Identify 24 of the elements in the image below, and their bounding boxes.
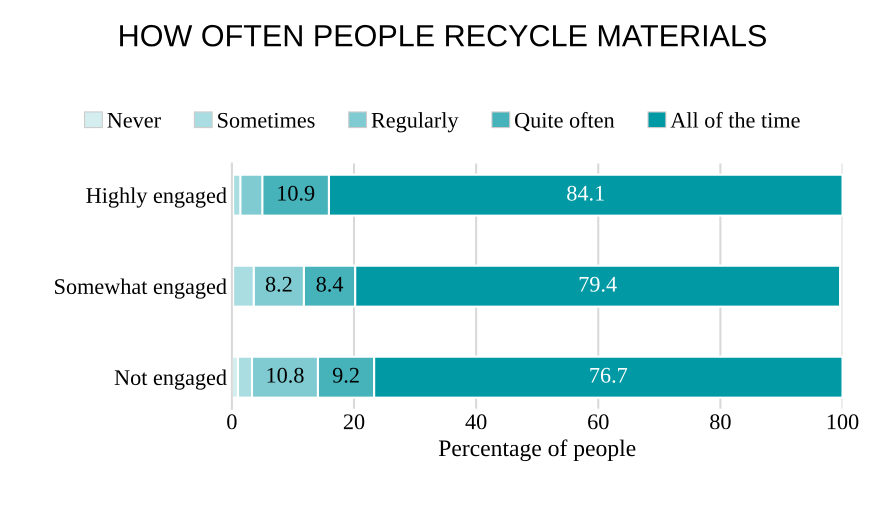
data-label: 84.1 (567, 186, 604, 201)
x-tick-label: 0 (227, 414, 237, 430)
legend-label: Sometimes (218, 112, 315, 128)
data-label: 76.7 (590, 368, 628, 383)
legend-label: Regularly (372, 112, 458, 132)
data-label: 10.9 (278, 186, 314, 201)
x-tick-label: 40 (465, 414, 486, 430)
data-label: 10.8 (268, 368, 304, 383)
legend-label: All of the time (670, 112, 800, 128)
data-label: 8.4 (316, 276, 344, 292)
data-label: 8.2 (266, 276, 292, 292)
y-tick-label: Somewhat engaged (55, 278, 227, 299)
x-tick-label: 20 (344, 414, 364, 430)
data-label: 79.4 (580, 276, 617, 292)
y-tick-label: Not engaged (114, 369, 227, 390)
x-axis-title: Percentage of people (438, 439, 636, 462)
y-tick-label: Highly engaged (86, 187, 227, 208)
x-tick-label: 60 (588, 414, 609, 430)
legend-label: Quite often (515, 112, 614, 132)
x-tick-label: 80 (710, 414, 731, 430)
x-tick-label: 100 (828, 414, 858, 430)
data-label: 9.2 (332, 368, 359, 383)
chart-title: HOW OFTEN PEOPLE RECYCLE MATERIALS (120, 24, 766, 47)
legend-label: Never (107, 112, 161, 128)
